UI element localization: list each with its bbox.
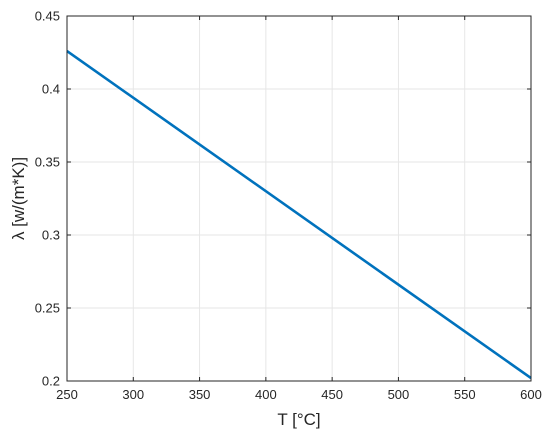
plot-frame	[66, 15, 532, 382]
grid	[67, 16, 531, 381]
y-tick-labels: 0.2 0.25 0.3 0.35 0.4 0.45	[35, 9, 60, 389]
y-tick-label: 0.4	[42, 82, 60, 97]
y-tick-label: 0.35	[35, 155, 60, 170]
x-tick-label: 500	[388, 387, 410, 402]
series-line-0	[66, 49, 532, 380]
tick-marks	[66, 15, 532, 382]
x-tick-label: 450	[321, 387, 343, 402]
y-axis-label: λ [w/(m*K)]	[9, 157, 28, 240]
y-tick-label: 0.2	[42, 374, 60, 389]
x-tick-labels: 250 300 350 400 450 500 550 600	[56, 387, 542, 402]
x-axis-label: T [°C]	[277, 410, 320, 429]
x-tick-label: 600	[520, 387, 542, 402]
y-tick-label: 0.45	[35, 9, 60, 24]
x-tick-label: 250	[56, 387, 78, 402]
y-tick-label: 0.25	[35, 301, 60, 316]
x-tick-label: 550	[454, 387, 476, 402]
x-tick-label: 300	[122, 387, 144, 402]
x-tick-label: 400	[255, 387, 277, 402]
y-tick-label: 0.3	[42, 228, 60, 243]
series-layer	[66, 49, 532, 380]
x-tick-label: 350	[189, 387, 211, 402]
